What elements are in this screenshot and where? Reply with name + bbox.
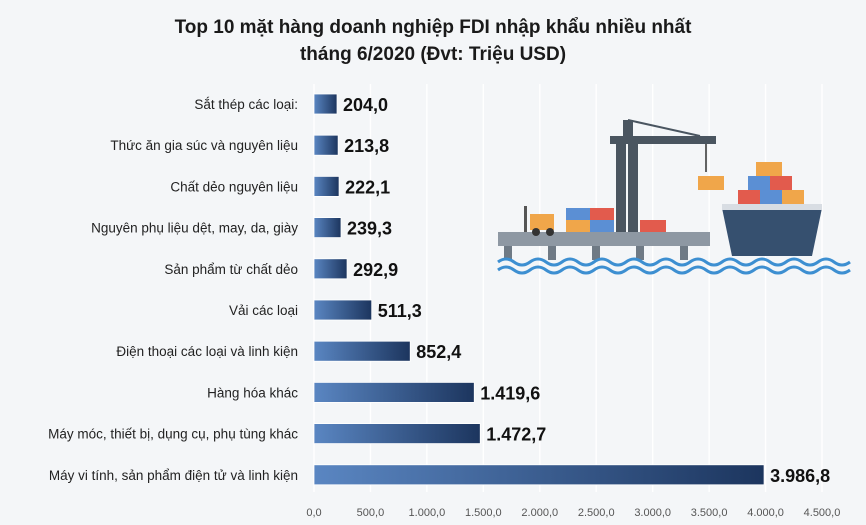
chart-title: Top 10 mặt hàng doanh nghiệp FDI nhập kh…: [0, 14, 866, 68]
category-labels: Sắt thép các loại: Thức ăn gia súc và ngu…: [48, 97, 298, 483]
value-label: 213,8: [344, 136, 389, 156]
value-label: 204,0: [343, 95, 388, 115]
value-label: 1.472,7: [486, 425, 546, 445]
crane-leg: [628, 140, 638, 232]
value-labels: 204,0 213,8 222,1 239,3 292,9 511,3 852,4 1.419…: [343, 95, 830, 486]
container: [566, 220, 590, 232]
category-label: Máy móc, thiết bị, dụng cụ, phụ tùng khá…: [48, 427, 298, 442]
bar: [313, 93, 338, 115]
x-tick-label: 1.000,0: [409, 507, 446, 519]
bar: [313, 340, 411, 362]
x-tick-label: 4.000,0: [747, 507, 784, 519]
chart-title-line-2: tháng 6/2020 (Đvt: Triệu USD): [299, 44, 567, 65]
hanging-container: [698, 176, 724, 190]
value-label: 852,4: [416, 342, 461, 362]
container: [640, 220, 666, 232]
category-label: Sắt thép các loại:: [194, 97, 298, 112]
container: [748, 176, 770, 190]
category-label: Vải các loại: [229, 303, 298, 318]
value-label: 511,3: [378, 301, 422, 321]
bars: [313, 93, 765, 486]
x-tick-label: 500,0: [357, 507, 385, 519]
x-tick-label: 3.000,0: [634, 507, 671, 519]
category-label: Hàng hóa khác: [207, 385, 298, 400]
bar: [313, 423, 481, 445]
bar: [313, 217, 342, 239]
bar: [313, 299, 373, 321]
container: [590, 208, 614, 220]
container: [770, 176, 792, 190]
container: [782, 190, 804, 204]
x-axis-ticks: 0,0 500,0 1.000,0 1.500,0 2.000,0 2.500,0 3.00…: [306, 507, 840, 519]
dock-pillar: [548, 246, 556, 260]
x-tick-label: 4.500,0: [804, 507, 841, 519]
value-label: 292,9: [353, 260, 398, 280]
bar: [313, 134, 339, 156]
x-tick-label: 2.500,0: [578, 507, 615, 519]
x-tick-label: 1.500,0: [465, 507, 502, 519]
value-label: 3.986,8: [770, 466, 830, 486]
bar: [313, 381, 475, 403]
crane-boom: [610, 136, 716, 144]
dock-pillar: [680, 246, 688, 260]
value-label: 239,3: [347, 219, 392, 239]
bar: [313, 258, 348, 280]
chart-title-line-1: Top 10 mặt hàng doanh nghiệp FDI nhập kh…: [174, 17, 692, 38]
forklift-body: [530, 214, 554, 230]
container: [590, 220, 614, 232]
category-label: Nguyên phụ liệu dệt, may, da, giày: [91, 221, 298, 236]
category-label: Thức ăn gia súc và nguyên liệu: [110, 138, 298, 153]
crane-tower: [623, 120, 633, 138]
crane-leg: [616, 140, 626, 232]
value-label: 1.419,6: [480, 383, 540, 403]
bar: [313, 464, 765, 486]
dock-platform: [498, 232, 710, 246]
container: [566, 208, 590, 220]
category-label: Máy vi tính, sản phẩm điện tử và linh ki…: [49, 468, 298, 483]
container: [756, 162, 782, 176]
dock-pillar: [504, 246, 512, 260]
container: [738, 190, 760, 204]
x-tick-label: 3.500,0: [691, 507, 728, 519]
value-label: 222,1: [345, 177, 390, 197]
x-tick-label: 2.000,0: [521, 507, 558, 519]
category-label: Chất dẻo nguyên liệu: [170, 179, 298, 194]
dock-pillar: [636, 246, 644, 260]
port-illustration: [497, 119, 851, 275]
category-label: Sản phẩm từ chất dẻo: [164, 262, 298, 277]
x-tick-label: 0,0: [306, 507, 321, 519]
wave: [497, 265, 851, 275]
category-label: Điện thoại các loại và linh kiện: [116, 344, 298, 359]
wave: [497, 257, 851, 267]
dock-pillar: [592, 246, 600, 260]
bar: [313, 175, 340, 197]
ship-hull: [722, 208, 822, 256]
container: [760, 190, 782, 204]
